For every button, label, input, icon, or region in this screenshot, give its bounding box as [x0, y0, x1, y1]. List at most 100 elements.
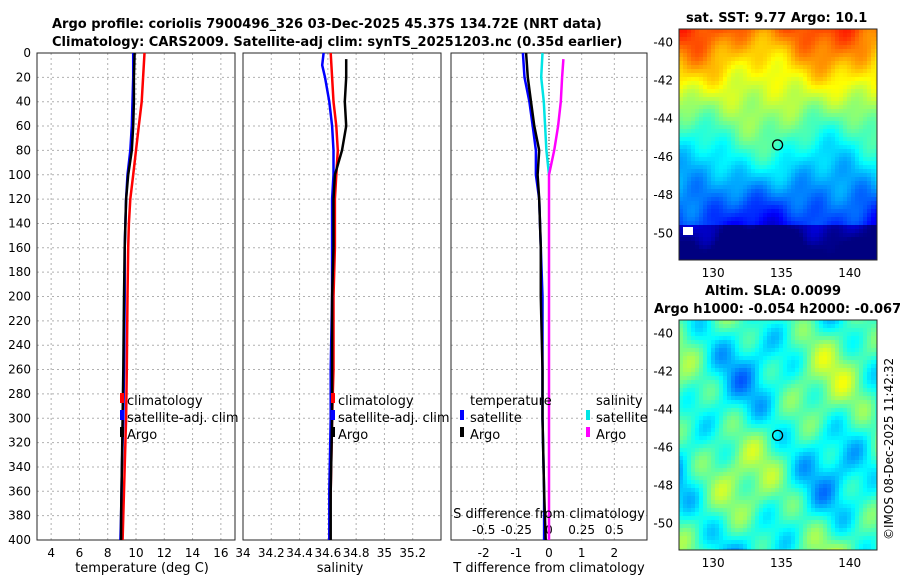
heatmap-cell — [679, 69, 683, 73]
heatmap-cell — [855, 428, 859, 432]
heatmap-cell — [723, 141, 727, 145]
heatmap-cell — [771, 209, 775, 213]
heatmap-cell — [875, 217, 877, 221]
heatmap-cell — [739, 384, 743, 388]
heatmap-cell — [839, 161, 843, 165]
heatmap-cell — [823, 344, 827, 348]
heatmap-cell — [855, 456, 859, 460]
heatmap-cell — [807, 324, 811, 328]
heatmap-cell — [715, 177, 719, 181]
heatmap-cell — [867, 77, 871, 81]
heatmap-cell — [819, 113, 823, 117]
heatmap-cell — [807, 408, 811, 412]
heatmap-cell — [715, 249, 719, 253]
heatmap-cell — [875, 424, 877, 428]
heatmap-cell — [751, 165, 755, 169]
heatmap-cell — [767, 41, 771, 45]
heatmap-cell — [751, 320, 755, 324]
heatmap-cell — [699, 452, 703, 456]
heatmap-cell — [855, 360, 859, 364]
heatmap-cell — [679, 37, 683, 41]
heatmap-cell — [683, 448, 687, 452]
heatmap-cell — [823, 169, 827, 173]
heatmap-cell — [871, 209, 875, 213]
heatmap-cell — [835, 408, 839, 412]
heatmap-cell — [851, 444, 855, 448]
salinity-panel: 34 34.2 34.4 34.6 34.8 35 35.2climatologysatel… — [235, 52, 450, 560]
heatmap-cell — [771, 177, 775, 181]
heatmap-cell — [783, 129, 787, 133]
heatmap-cell — [683, 177, 687, 181]
heatmap-cell — [703, 133, 707, 137]
heatmap-cell — [807, 444, 811, 448]
heatmap-cell — [727, 364, 731, 368]
heatmap-cell — [787, 241, 791, 245]
heatmap-cell — [743, 145, 747, 149]
heatmap-cell — [755, 408, 759, 412]
heatmap-cell — [699, 173, 703, 177]
heatmap-cell — [759, 133, 763, 137]
heatmap-cell — [707, 440, 711, 444]
heatmap-cell — [695, 157, 699, 161]
heatmap-cell — [867, 145, 871, 149]
heatmap-cell — [867, 448, 871, 452]
heatmap-cell — [859, 61, 863, 65]
heatmap-cell — [735, 73, 739, 77]
heatmap-cell — [843, 468, 847, 472]
heatmap-cell — [803, 201, 807, 205]
heatmap-cell — [803, 137, 807, 141]
heatmap-cell — [855, 412, 859, 416]
heatmap-cell — [871, 324, 875, 328]
heatmap-cell — [843, 428, 847, 432]
heatmap-cell — [815, 73, 819, 77]
heatmap-cell — [723, 245, 727, 249]
heatmap-cell — [795, 384, 799, 388]
heatmap-cell — [723, 464, 727, 468]
legend-label: satellite — [470, 411, 522, 426]
heatmap-cell — [715, 253, 719, 257]
heatmap-cell — [839, 356, 843, 360]
heatmap-cell — [699, 340, 703, 344]
heatmap-cell — [871, 424, 875, 428]
heatmap-cell — [863, 29, 867, 33]
heatmap-cell — [783, 328, 787, 332]
heatmap-cell — [759, 460, 763, 464]
heatmap-cell — [707, 113, 711, 117]
heatmap-cell — [727, 368, 731, 372]
heatmap-cell — [779, 149, 783, 153]
heatmap-cell — [819, 320, 823, 324]
heatmap-cell — [855, 165, 859, 169]
heatmap-cell — [763, 380, 767, 384]
heatmap-cell — [711, 185, 715, 189]
heatmap-cell — [827, 57, 831, 61]
heatmap-cell — [779, 440, 783, 444]
heatmap-cell — [851, 41, 855, 45]
heatmap-cell — [747, 85, 751, 89]
heatmap-cell — [823, 328, 827, 332]
heatmap-cell — [795, 101, 799, 105]
y-tick-label: 20 — [16, 70, 31, 84]
heatmap-cell — [831, 197, 835, 201]
heatmap-cell — [683, 181, 687, 185]
heatmap-cell — [751, 229, 755, 233]
heatmap-cell — [727, 49, 731, 53]
heatmap-cell — [763, 45, 767, 49]
heatmap-cell — [827, 33, 831, 37]
heatmap-cell — [775, 181, 779, 185]
heatmap-cell — [767, 233, 771, 237]
heatmap-cell — [715, 436, 719, 440]
heatmap-cell — [711, 348, 715, 352]
heatmap-cell — [867, 237, 871, 241]
heatmap-cell — [795, 205, 799, 209]
heatmap-cell — [843, 360, 847, 364]
heatmap-cell — [819, 468, 823, 472]
heatmap-cell — [723, 89, 727, 93]
heatmap-cell — [691, 173, 695, 177]
heatmap-cell — [683, 217, 687, 221]
heatmap-cell — [699, 428, 703, 432]
heatmap-cell — [719, 153, 723, 157]
heatmap-cell — [707, 400, 711, 404]
heatmap-cell — [875, 181, 877, 185]
heatmap-cell — [811, 89, 815, 93]
heatmap-cell — [763, 137, 767, 141]
